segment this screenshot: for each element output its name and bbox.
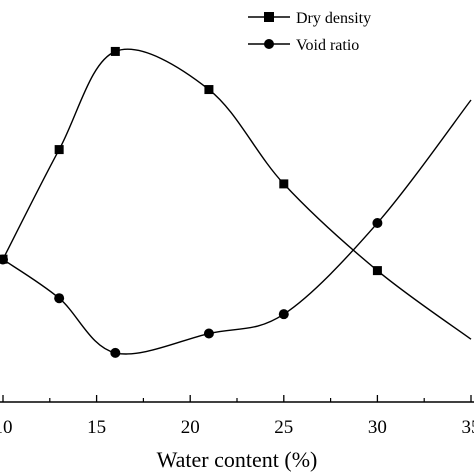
x-tick-label: 35: [462, 417, 474, 438]
void-ratio-point: [0, 254, 8, 265]
void-ratio-point: [278, 309, 289, 320]
x-tick-label: 15: [87, 417, 106, 438]
dry-density-point: [204, 85, 214, 95]
legend-circle-marker: [264, 39, 274, 49]
void-ratio-point: [372, 218, 383, 229]
void-ratio-markers: [0, 218, 383, 358]
x-axis: 10 15 20 25 30 35 Water content (%): [0, 395, 474, 472]
legend: Dry density Void ratio: [248, 10, 371, 54]
x-tick-label: 25: [274, 417, 293, 438]
dry-density-point: [279, 179, 289, 189]
void-ratio-point: [203, 328, 214, 339]
x-axis-title: Water content (%): [157, 447, 318, 472]
dry-density-point: [372, 266, 382, 276]
void-ratio-point: [54, 293, 65, 304]
x-tick-label: 30: [368, 417, 387, 438]
void-ratio-line: [2, 99, 472, 355]
legend-square-marker: [264, 12, 274, 22]
void-ratio-point: [110, 347, 121, 358]
dry-density-point: [54, 145, 64, 155]
legend-dry-density-label: Dry density: [296, 10, 371, 27]
legend-void-ratio-label: Void ratio: [296, 37, 359, 54]
x-tick-label: 20: [181, 417, 200, 438]
dry-density-markers: [0, 46, 382, 276]
x-tick-label: 10: [0, 417, 13, 438]
dry-density-point: [110, 46, 120, 56]
x-ticks: 10 15 20 25 30 35: [0, 395, 474, 438]
plot-area: [0, 46, 472, 358]
